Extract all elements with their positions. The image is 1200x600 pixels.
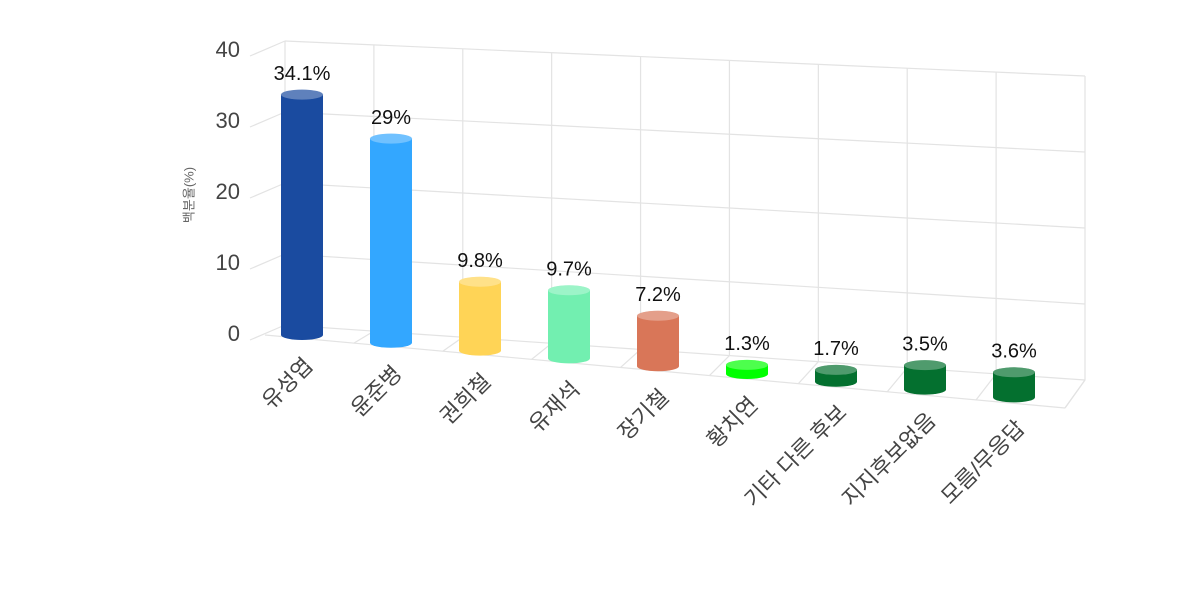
x-tick-label: 유성엽 xyxy=(257,353,318,414)
x-tick-label: 유재석 xyxy=(524,376,585,437)
bar xyxy=(904,365,946,395)
grid-line xyxy=(249,182,286,199)
bar-top-highlight xyxy=(904,360,946,371)
bar-top-highlight xyxy=(370,133,412,144)
bar xyxy=(370,138,412,348)
grid-line xyxy=(284,324,1086,381)
cylinder xyxy=(370,133,412,348)
x-tick-label: 윤준병 xyxy=(346,361,407,422)
bar-top-highlight xyxy=(815,364,857,375)
grid-line xyxy=(284,40,1086,77)
data-label: 3.5% xyxy=(902,333,948,355)
x-tick-label: 황치연 xyxy=(702,392,763,453)
y-axis-label: 백분율(%) xyxy=(181,167,196,223)
bar xyxy=(993,372,1035,403)
y-tick-label: 20 xyxy=(216,179,240,204)
cylinder xyxy=(281,89,323,340)
bar-top xyxy=(904,360,946,371)
bar-top-highlight xyxy=(548,285,590,296)
bar-top xyxy=(281,89,323,100)
bar-top-highlight xyxy=(637,310,679,321)
y-tick-label: 30 xyxy=(216,108,240,133)
data-label: 29% xyxy=(371,107,411,129)
data-label: 34.1% xyxy=(274,63,331,85)
bar-top xyxy=(370,133,412,144)
floor-line xyxy=(709,355,730,376)
grid-line xyxy=(249,253,286,270)
y-tick-label: 40 xyxy=(216,37,240,62)
cylinder xyxy=(548,285,590,364)
cylinder xyxy=(815,364,857,387)
data-label: 9.8% xyxy=(457,250,503,272)
y-tick-label: 10 xyxy=(216,250,240,275)
data-label: 1.3% xyxy=(724,333,770,355)
grid-line xyxy=(284,253,1086,305)
floor-line xyxy=(797,361,819,385)
bar xyxy=(459,281,501,356)
data-label: 3.6% xyxy=(991,341,1037,363)
floor-line xyxy=(886,367,908,393)
floor-line xyxy=(975,373,997,401)
bar-top xyxy=(637,310,679,321)
cylinder xyxy=(726,359,768,379)
cylinder xyxy=(993,367,1035,403)
data-label: 9.7% xyxy=(546,259,592,281)
data-label: 7.2% xyxy=(635,284,681,306)
bar-top xyxy=(459,276,501,287)
x-tick-label: 장기철 xyxy=(613,384,674,445)
bar-top xyxy=(815,364,857,375)
bar-top xyxy=(993,367,1035,378)
data-label: 1.7% xyxy=(813,338,859,360)
bar-top xyxy=(548,285,590,296)
grid-line xyxy=(249,324,286,341)
grid-line xyxy=(284,182,1086,229)
grid-line xyxy=(249,111,286,128)
bar-top-highlight xyxy=(459,276,501,287)
cylinder xyxy=(459,276,501,356)
x-tick-label: 지지후보없음 xyxy=(837,408,941,512)
floor-line xyxy=(1064,379,1086,409)
x-tick-label: 모름/무응답 xyxy=(936,415,1030,509)
bar xyxy=(281,94,323,340)
grid-line xyxy=(284,111,1086,153)
bar xyxy=(637,315,679,372)
grid-line xyxy=(249,40,286,57)
bar-top-highlight xyxy=(993,367,1035,378)
y-tick-label: 0 xyxy=(228,321,240,346)
cylinder xyxy=(637,310,679,372)
bar-top xyxy=(726,359,768,370)
bar-top-highlight xyxy=(726,359,768,370)
x-tick-label: 권희철 xyxy=(435,369,496,430)
x-tick-label: 기타 다른 후보 xyxy=(739,400,851,512)
cylinder xyxy=(904,360,946,395)
bar xyxy=(548,290,590,364)
bar-top-highlight xyxy=(281,89,323,100)
